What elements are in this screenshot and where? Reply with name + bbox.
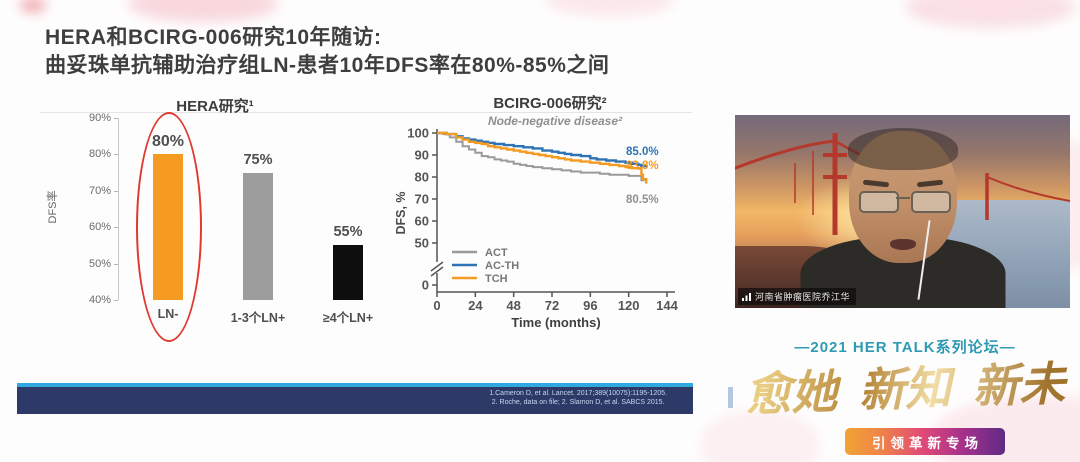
y-tick-label: 80 [415, 170, 429, 185]
speaker-video-tile[interactable]: 河南省肿瘤医院乔江华 [735, 115, 1070, 308]
bar-chart-title: HERA研究¹ [176, 98, 254, 115]
slide-title-line2: 曲妥珠单抗辅助治疗组LN-患者10年DFS率在80%-85%之间 [45, 54, 610, 77]
watercolor-decoration [545, 0, 675, 16]
y-tick-label: 60 [415, 214, 429, 229]
y-tick-label: 40% [88, 294, 111, 306]
bar-chart-y-axis [118, 118, 119, 300]
x-tick-label: 96 [583, 298, 597, 313]
line-chart-y-axis-label: DFS, % [395, 191, 408, 234]
speaker-mouth [889, 239, 916, 250]
y-tick [114, 190, 118, 192]
legend-label-AC-TH: AC-TH [485, 260, 519, 272]
km-curve-TCH [437, 131, 648, 184]
end-label-TCH: 83.8% [626, 160, 659, 172]
x-tick-label: 120 [618, 298, 640, 313]
km-curve-ACT [437, 132, 645, 182]
axis-break-mark [430, 266, 444, 277]
speaker-person [735, 115, 1070, 308]
x-tick-label: 72 [545, 298, 559, 313]
x-tick-label: 144 [656, 298, 678, 313]
legend-label-TCH: TCH [485, 273, 508, 285]
y-tick [114, 300, 118, 301]
watercolor-decoration [905, 0, 1075, 28]
end-label-AC-TH: 85.0% [626, 146, 659, 158]
slide-footer-bar: 1.Cameron D, et al. Lancet. 2017;389(100… [17, 383, 693, 414]
x-tick-label: 0 [433, 298, 440, 313]
y-tick [114, 263, 118, 265]
line-chart-x-axis-label: Time (months) [511, 315, 600, 330]
axis-break-gap [433, 262, 441, 273]
bar-category-label: ≥4个LN+ [322, 311, 374, 325]
axis-break-mark [430, 261, 444, 272]
y-tick [114, 154, 118, 156]
forum-series-title: —2021 HER TALK系列论坛— [794, 339, 1016, 356]
y-tick-label: 50 [415, 236, 429, 251]
y-tick-label: 0 [422, 278, 429, 293]
y-tick-label: 70% [88, 184, 111, 197]
watercolor-decoration [128, 0, 278, 22]
x-tick-label: 24 [468, 298, 483, 313]
bcirg006-km-chart: BCIRG-006研究² Node-negative disease² DFS, %… [394, 94, 707, 345]
speaker-name-tag: 河南省肿瘤医院乔江华 [738, 288, 857, 305]
bar-chart-y-axis-label: DFS率 [47, 190, 59, 224]
bar-value-label: 55% [333, 224, 363, 241]
y-tick [114, 118, 118, 119]
speaker-hair [847, 128, 958, 170]
slide-title-line1: HERA和BCIRG-006研究10年随访: [45, 26, 382, 49]
legend-label-ACT: ACT [485, 247, 508, 259]
footer-accent-stripe [17, 383, 693, 387]
line-chart-title: BCIRG-006研究² [493, 95, 606, 112]
km-chart-svg: BCIRG-006研究² Node-negative disease² DFS, %… [394, 94, 679, 330]
line-chart-subtitle: Node-negative disease² [488, 114, 623, 128]
title-divider-line [40, 112, 692, 113]
y-tick-label: 90 [415, 148, 429, 163]
session-banner: 引领革新专场 [845, 428, 1005, 455]
signal-strength-icon [742, 293, 751, 301]
bar-value-label: 75% [243, 151, 273, 168]
reference-2: 2. Roche, data on file; 2. Slamon D, et … [491, 398, 665, 406]
end-label-ACT: 80.5% [626, 194, 659, 206]
bar-≥4个LN+ [333, 245, 363, 300]
y-tick-label: 100 [407, 126, 429, 141]
y-tick-label: 60% [88, 221, 111, 234]
y-tick [114, 227, 118, 229]
km-curve-AC-TH [437, 131, 648, 168]
y-tick-label: 90% [88, 112, 111, 124]
y-tick-label: 50% [88, 257, 111, 270]
slide-title: HERA和BCIRG-006研究10年随访: 曲妥珠单抗辅助治疗组LN-患者10… [45, 24, 609, 80]
forum-slogan-calligraphy: 愈她 新知 新未来 [732, 344, 1079, 462]
bar-category-label: 1-3个LN+ [230, 311, 286, 325]
hera-bar-chart: HERA研究¹ DFS率 90% 80% 70% 60% 50% 40% 80% LN- 75% 1-… [45, 95, 375, 345]
y-tick-label: 80% [88, 148, 111, 161]
bar-1-3个LN+ [243, 172, 273, 300]
highlight-ellipse [136, 112, 202, 342]
session-banner-label: 引领革新专场 [872, 435, 983, 451]
glasses-bridge [895, 197, 910, 199]
watercolor-decoration [20, 0, 46, 12]
watercolor-decoration [728, 387, 733, 408]
glasses-icon [858, 191, 899, 213]
x-tick-label: 48 [506, 298, 520, 313]
glasses-icon [910, 191, 951, 213]
reference-list: 1.Cameron D, et al. Lancet. 2017;389(100… [489, 390, 667, 407]
reference-1: 1.Cameron D, et al. Lancet. 2017;389(100… [489, 390, 667, 397]
y-tick-label: 70 [415, 192, 429, 207]
speaker-name: 河南省肿瘤医院乔江华 [755, 292, 851, 302]
